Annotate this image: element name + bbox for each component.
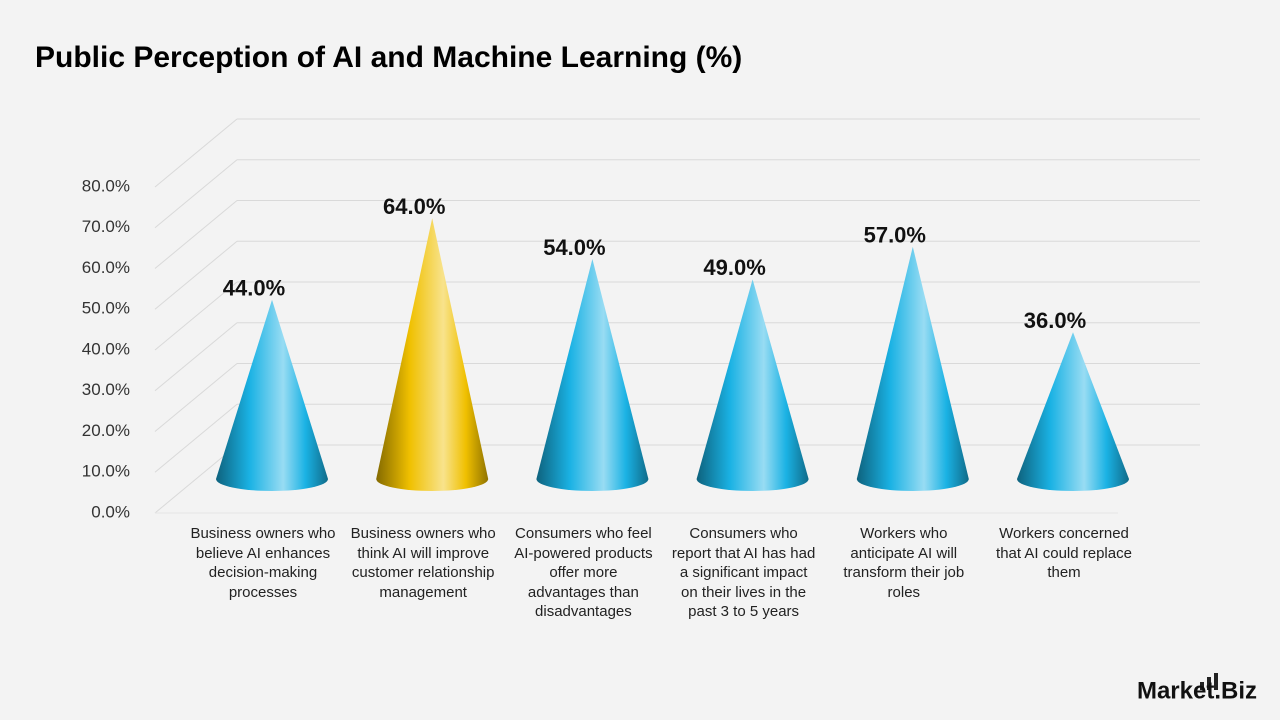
x-tick-label: Consumers who report that AI has had a s… [671,525,816,621]
x-tick-label: Workers concerned that AI could replace … [996,525,1132,582]
cone [216,299,328,491]
y-tick-label: 60.0% [82,258,130,277]
cone [696,279,809,491]
side-grid-line [154,240,238,310]
y-tick-label: 10.0% [82,462,130,481]
y-tick-label: 30.0% [82,380,130,399]
value-label: 54.0% [543,235,605,260]
x-tick-label: Consumers who feel AI-powered products o… [514,525,653,621]
y-tick-label: 0.0% [91,502,130,521]
side-grid-line [154,322,238,392]
side-grid-line [154,363,238,432]
value-label: 64.0% [383,194,445,219]
value-label: 57.0% [864,223,926,248]
value-label: 49.0% [703,255,765,280]
cone [856,246,969,491]
value-label: 36.0% [1024,308,1086,333]
value-label: 44.0% [223,276,285,301]
y-tick-label: 20.0% [82,421,130,440]
y-tick-label: 40.0% [82,339,130,358]
brand-logo: Market.Biz [1137,677,1257,704]
cone [1017,332,1129,491]
logo-icon [1200,673,1218,690]
x-tick-label: Business owners who believe AI enhances … [190,525,336,601]
x-tick-label: Workers who anticipate AI will transform… [843,525,965,601]
y-tick-label: 70.0% [82,217,130,236]
cone [376,218,489,491]
side-grid-line [154,403,238,473]
side-grid-line [154,159,238,229]
chart-title: Public Perception of AI and Machine Lear… [35,41,742,74]
cone [536,258,649,491]
y-tick-label: 50.0% [82,299,130,318]
y-tick-label: 80.0% [82,176,130,195]
x-tick-label: Business owners who think AI will improv… [350,525,496,601]
side-grid-line [154,281,238,351]
side-grid-line [154,200,238,269]
side-grid-line [154,118,238,188]
